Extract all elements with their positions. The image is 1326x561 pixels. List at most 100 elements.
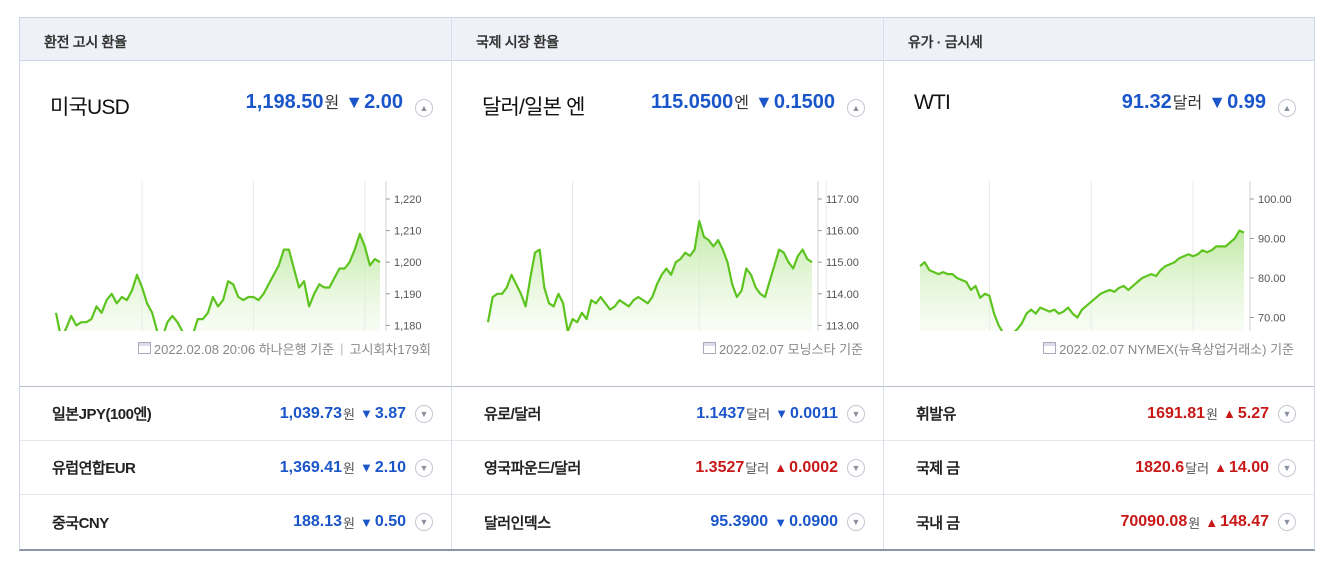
y-tick-label: 1,220 bbox=[394, 194, 422, 206]
separator: | bbox=[340, 340, 344, 356]
chart-source: 2022.02.07 모닝스타 기준 bbox=[702, 339, 863, 358]
item-name: 유럽연합EUR bbox=[52, 460, 136, 477]
headline-quote: 1,198.50 원 ▼ 2.00 ▲ bbox=[245, 89, 433, 117]
list-item[interactable]: 영국파운드/달러 1.3527 달러 ▲ 0.0002 ▼ bbox=[452, 441, 883, 495]
item-name: 국내 금 bbox=[916, 514, 960, 532]
item-unit: 달러 bbox=[746, 407, 771, 422]
headline-name[interactable]: 달러/일본 엔 bbox=[482, 95, 585, 119]
headline-quote: 91.32 달러 ▼ 0.99 ▲ bbox=[1121, 89, 1296, 117]
source-text: 2022.02.07 NYMEX(뉴욕상업거래소) 기준 bbox=[1059, 341, 1294, 357]
item-change: 0.0900 bbox=[789, 513, 838, 530]
calendar-icon bbox=[137, 342, 151, 355]
list-item[interactable]: 중국CNY 188.13 원 ▼ 0.50 ▼ bbox=[20, 495, 451, 549]
panel-exchange-notice: 환전 고시 환율 미국USD 1,198.50 원 ▼ 2.00 ▲ 12/01… bbox=[20, 18, 452, 549]
headline-value: 115.0500 bbox=[650, 90, 734, 113]
chevron-up-icon[interactable]: ▲ bbox=[1278, 98, 1296, 117]
item-change: 3.87 bbox=[374, 404, 406, 422]
chevron-down-icon[interactable]: ▼ bbox=[415, 513, 433, 531]
down-arrow-icon: ▼ bbox=[359, 406, 373, 421]
y-tick-label: 114.00 bbox=[826, 289, 859, 301]
down-arrow-icon: ▼ bbox=[345, 91, 364, 112]
down-arrow-icon: ▼ bbox=[1208, 91, 1227, 112]
item-name: 유로/달러 bbox=[484, 406, 541, 423]
series-line bbox=[486, 219, 813, 331]
source-text: 2022.02.07 모닝스타 기준 bbox=[718, 341, 863, 357]
y-tick-label: 70.00 bbox=[1258, 312, 1286, 324]
market-rates-board: 환전 고시 환율 미국USD 1,198.50 원 ▼ 2.00 ▲ 12/01… bbox=[19, 17, 1315, 551]
headline-value: 1,198.50 bbox=[245, 90, 324, 113]
item-value: 1.3527 bbox=[695, 458, 745, 476]
headline-value: 91.32 bbox=[1121, 90, 1172, 113]
up-arrow-icon: ▲ bbox=[1214, 460, 1227, 475]
tab-exchange-notice[interactable]: 환전 고시 환율 bbox=[20, 18, 451, 61]
item-value: 1,039.73 bbox=[279, 404, 343, 422]
tab-oil-gold[interactable]: 유가 · 금시세 bbox=[884, 18, 1314, 61]
item-unit: 달러 bbox=[1185, 461, 1210, 476]
item-value: 70090.08 bbox=[1120, 513, 1188, 530]
item-value: 95.3900 bbox=[710, 513, 769, 530]
chevron-down-icon[interactable]: ▼ bbox=[847, 513, 865, 531]
source-text: 2022.02.08 20:06 하나은행 기준 bbox=[153, 341, 335, 357]
list-item[interactable]: 국내 금 70090.08 원 ▲ 148.47 ▼ bbox=[884, 495, 1314, 549]
headline: 달러/일본 엔 115.0500 엔 ▼ 0.1500 ▲ bbox=[482, 89, 865, 119]
chevron-down-icon[interactable]: ▼ bbox=[415, 458, 433, 477]
rate-list: 일본JPY(100엔) 1,039.73 원 ▼ 3.87 ▼ 유럽연합EUR … bbox=[20, 387, 451, 549]
up-arrow-icon: ▲ bbox=[1205, 514, 1219, 530]
item-unit: 원 bbox=[343, 515, 355, 531]
headline-name[interactable]: 미국USD bbox=[50, 95, 130, 119]
chevron-down-icon[interactable]: ▼ bbox=[1278, 513, 1296, 531]
item-change: 0.0011 bbox=[789, 404, 838, 422]
list-item[interactable]: 휘발유 1691.81 원 ▲ 5.27 ▼ bbox=[884, 387, 1314, 441]
item-value: 1.1437 bbox=[696, 404, 746, 422]
chevron-down-icon[interactable]: ▼ bbox=[1278, 404, 1296, 423]
item-quote: 1.3527 달러 ▲ 0.0002 ▼ bbox=[695, 458, 865, 477]
panel-top: 미국USD 1,198.50 원 ▼ 2.00 ▲ 12/0101/0302/0… bbox=[20, 61, 451, 387]
item-value: 1691.81 bbox=[1147, 404, 1206, 422]
headline: WTI 91.32 달러 ▼ 0.99 ▲ bbox=[914, 89, 1296, 119]
panel-oil-gold: 유가 · 금시세 WTI 91.32 달러 ▼ 0.99 ▲ 12/0101/0… bbox=[884, 18, 1314, 549]
item-quote: 1.1437 달러 ▼ 0.0011 ▼ bbox=[696, 404, 865, 423]
up-arrow-icon: ▲ bbox=[1222, 406, 1236, 421]
panel-international-rates: 국제 시장 환율 달러/일본 엔 115.0500 엔 ▼ 0.1500 ▲ 1… bbox=[452, 18, 884, 549]
y-tick-label: 90.00 bbox=[1258, 233, 1286, 245]
chevron-down-icon[interactable]: ▼ bbox=[847, 404, 865, 423]
series-area bbox=[56, 233, 380, 331]
item-value: 1820.6 bbox=[1135, 458, 1185, 476]
series-line bbox=[919, 229, 1245, 331]
item-unit: 원 bbox=[1206, 407, 1218, 422]
list-item[interactable]: 유로/달러 1.1437 달러 ▼ 0.0011 ▼ bbox=[452, 387, 883, 441]
item-quote: 1691.81 원 ▲ 5.27 ▼ bbox=[1147, 404, 1296, 423]
item-name: 영국파운드/달러 bbox=[484, 460, 581, 477]
headline-name[interactable]: WTI bbox=[914, 90, 951, 114]
y-tick-label: 1,190 bbox=[394, 289, 422, 301]
calendar-icon bbox=[702, 342, 716, 355]
item-quote: 95.3900 ▼ 0.0900 ▼ bbox=[710, 513, 865, 531]
list-item[interactable]: 달러인덱스 95.3900 ▼ 0.0900 ▼ bbox=[452, 495, 883, 549]
down-arrow-icon: ▼ bbox=[359, 460, 373, 475]
list-item[interactable]: 국제 금 1820.6 달러 ▲ 14.00 ▼ bbox=[884, 441, 1314, 495]
chevron-down-icon[interactable]: ▼ bbox=[847, 458, 865, 477]
item-change: 0.50 bbox=[374, 513, 406, 530]
rate-list: 휘발유 1691.81 원 ▲ 5.27 ▼ 국제 금 1820.6 달러 ▲ … bbox=[884, 387, 1314, 549]
chevron-down-icon[interactable]: ▼ bbox=[415, 404, 433, 423]
list-item[interactable]: 일본JPY(100엔) 1,039.73 원 ▼ 3.87 ▼ bbox=[20, 387, 451, 441]
item-unit: 달러 bbox=[745, 461, 770, 476]
usd-chart: 12/0101/0302/031,2201,2101,2001,1901,180… bbox=[54, 180, 422, 331]
y-tick-label: 113.00 bbox=[826, 320, 859, 331]
item-quote: 1,039.73 원 ▼ 3.87 ▼ bbox=[280, 404, 433, 423]
list-item[interactable]: 유럽연합EUR 1,369.41 원 ▼ 2.10 ▼ bbox=[20, 441, 451, 495]
tab-international-rates[interactable]: 국제 시장 환율 bbox=[452, 18, 883, 61]
y-tick-label: 1,180 bbox=[394, 320, 422, 331]
chart-source: 2022.02.07 NYMEX(뉴욕상업거래소) 기준 bbox=[1043, 339, 1294, 358]
y-tick-label: 1,210 bbox=[394, 225, 422, 237]
chevron-up-icon[interactable]: ▲ bbox=[847, 98, 865, 117]
chevron-down-icon[interactable]: ▼ bbox=[1278, 458, 1296, 477]
down-arrow-icon: ▼ bbox=[359, 514, 373, 530]
panel-top: WTI 91.32 달러 ▼ 0.99 ▲ 12/0101/0302/01100… bbox=[884, 61, 1314, 387]
chart-source: 2022.02.08 20:06 하나은행 기준 | 고시회차179회 bbox=[137, 339, 431, 358]
item-change: 2.10 bbox=[374, 458, 406, 476]
chevron-up-icon[interactable]: ▲ bbox=[415, 98, 433, 117]
rate-list: 유로/달러 1.1437 달러 ▼ 0.0011 ▼ 영국파운드/달러 1.35… bbox=[452, 387, 883, 549]
item-quote: 70090.08 원 ▲ 148.47 ▼ bbox=[1120, 513, 1296, 532]
item-change: 148.47 bbox=[1220, 513, 1269, 530]
